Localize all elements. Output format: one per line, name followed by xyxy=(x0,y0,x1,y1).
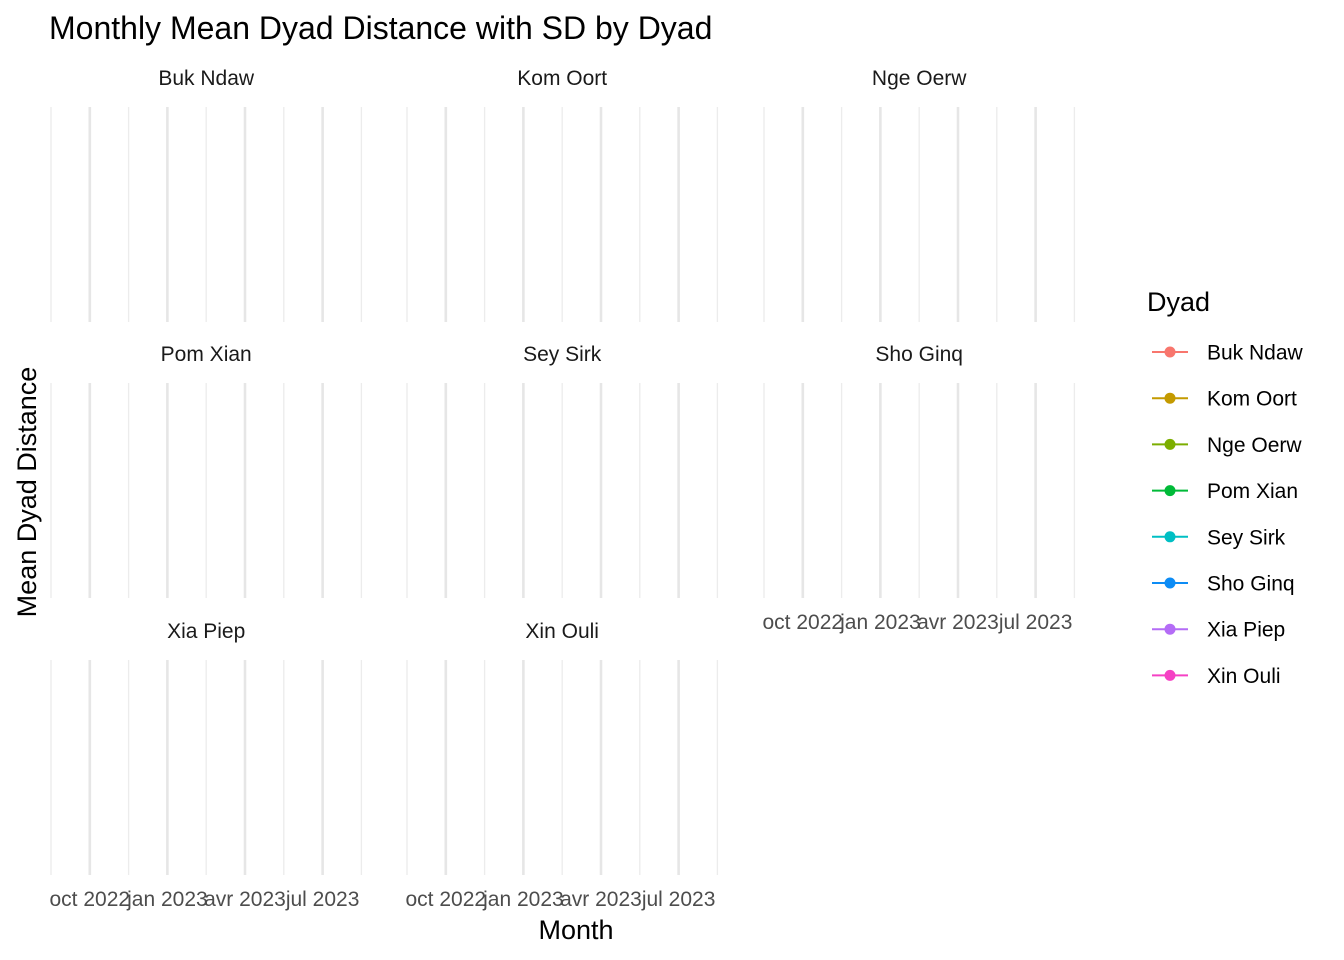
legend-point-key xyxy=(1164,392,1176,404)
x-tick-label: avr 2023 xyxy=(560,888,642,911)
facet-panel: Buk Ndaw xyxy=(50,67,363,322)
legend-point-key xyxy=(1164,623,1176,635)
x-tick-label: jan 2023 xyxy=(482,888,564,911)
legend-title: Dyad xyxy=(1147,287,1210,317)
legend-label: Xin Ouli xyxy=(1207,665,1281,688)
facet-panel: Sey Sirk xyxy=(406,343,719,598)
facet-strip-label: Kom Oort xyxy=(517,67,607,90)
x-axis-title: Month xyxy=(538,915,613,945)
legend-item: Sey Sirk xyxy=(1152,526,1286,549)
legend-point-key xyxy=(1164,438,1176,450)
facet-panel: Nge Oerw xyxy=(763,67,1076,322)
legend-label: Pom Xian xyxy=(1207,480,1298,503)
facet-strip-label: Pom Xian xyxy=(161,343,252,366)
legend-label: Sho Ginq xyxy=(1207,573,1295,596)
legend-point-key xyxy=(1164,346,1176,358)
y-axis-title: Mean Dyad Distance xyxy=(12,367,42,618)
x-tick-label: jul 2023 xyxy=(641,888,716,911)
x-tick-label: avr 2023 xyxy=(917,611,999,634)
legend-item: Buk Ndaw xyxy=(1152,342,1304,365)
legend-label: Buk Ndaw xyxy=(1207,342,1304,365)
legend-item: Pom Xian xyxy=(1152,480,1298,503)
facet-strip-label: Sho Ginq xyxy=(875,343,963,366)
legend-label: Nge Oerw xyxy=(1207,434,1302,457)
legend-label: Xia Piep xyxy=(1207,619,1285,642)
facet-panels: Buk Ndaw Kom Oort Nge Oerw Pom Xian Sey Sirk… xyxy=(50,67,1076,911)
facet-strip-label: Sey Sirk xyxy=(523,343,602,366)
facet-strip-label: Nge Oerw xyxy=(872,67,967,90)
x-tick-label: jul 2023 xyxy=(285,888,360,911)
facet-strip-label: Buk Ndaw xyxy=(158,67,255,90)
legend-item: Xia Piep xyxy=(1152,619,1285,642)
facet-strip-label: Xin Ouli xyxy=(525,620,599,643)
legend-item: Sho Ginq xyxy=(1152,573,1295,596)
x-tick-label: jul 2023 xyxy=(998,611,1073,634)
x-tick-label: oct 2022 xyxy=(50,888,131,911)
chart-title: Monthly Mean Dyad Distance with SD by Dy… xyxy=(49,10,712,46)
facet-panel: Kom Oort xyxy=(406,67,719,322)
legend-label: Sey Sirk xyxy=(1207,526,1286,549)
x-tick-label: oct 2022 xyxy=(406,888,487,911)
x-tick-label: avr 2023 xyxy=(204,888,286,911)
legend-point-key xyxy=(1164,669,1176,681)
legend-label: Kom Oort xyxy=(1207,388,1297,411)
x-tick-label: oct 2022 xyxy=(763,611,844,634)
legend-point-key xyxy=(1164,577,1176,589)
legend-point-key xyxy=(1164,485,1176,497)
legend-item: Nge Oerw xyxy=(1152,434,1302,457)
facet-panel: Pom Xian xyxy=(50,343,363,598)
facet-strip-label: Xia Piep xyxy=(167,620,245,643)
legend-point-key xyxy=(1164,531,1176,543)
legend-item: Xin Ouli xyxy=(1152,665,1281,688)
legend-item: Kom Oort xyxy=(1152,388,1297,411)
x-tick-label: jan 2023 xyxy=(839,611,921,634)
x-tick-label: jan 2023 xyxy=(126,888,208,911)
legend: Dyad Buk Ndaw Kom Oort Nge Oerw Pom Xian Sey… xyxy=(1147,287,1304,688)
